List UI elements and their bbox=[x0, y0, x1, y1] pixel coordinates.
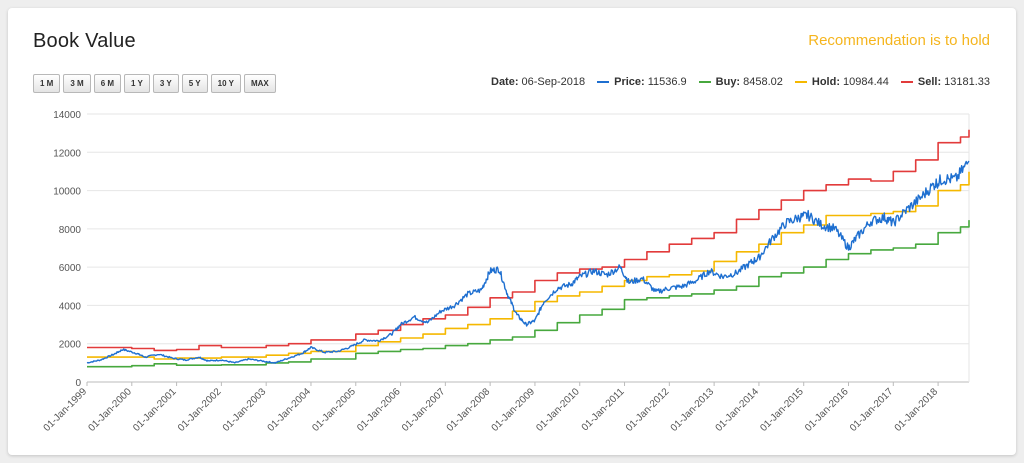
x-tick-label: 01-Jan-2018 bbox=[893, 386, 941, 434]
x-tick-label: 01-Jan-2005 bbox=[310, 386, 358, 434]
x-tick-label: 01-Jan-2008 bbox=[445, 386, 493, 434]
series-line-buy bbox=[87, 220, 970, 368]
x-tick-label: 01-Jan-2001 bbox=[131, 386, 179, 434]
legend-price-value: 11536.9 bbox=[647, 76, 687, 88]
legend-date: Date: 06-Sep-2018 bbox=[491, 76, 585, 88]
legend-item-sell[interactable]: Sell: 13181.33 bbox=[900, 76, 990, 88]
range-10y-button[interactable]: 10 Y bbox=[210, 74, 241, 93]
x-tick-label: 01-Jan-2016 bbox=[803, 386, 851, 434]
x-tick-label: 01-Jan-2007 bbox=[400, 386, 448, 434]
range-3y-button[interactable]: 3 Y bbox=[152, 74, 179, 93]
y-tick-label: 0 bbox=[75, 378, 81, 389]
range-max-button[interactable]: MAX bbox=[243, 74, 276, 93]
series-line-sell bbox=[87, 129, 970, 352]
y-tick-label: 2000 bbox=[59, 340, 82, 351]
x-tick-label: 01-Jan-2009 bbox=[490, 386, 538, 434]
legend-swatch-sell bbox=[900, 81, 913, 83]
range-3m-button[interactable]: 3 M bbox=[63, 74, 91, 93]
y-tick-label: 10000 bbox=[53, 187, 81, 198]
legend-swatch-buy bbox=[698, 81, 711, 83]
x-tick-label: 01-Jan-2011 bbox=[580, 386, 627, 433]
legend-sell-label: Sell: bbox=[917, 76, 942, 88]
legend-item-price[interactable]: Price: 11536.9 bbox=[597, 76, 687, 88]
x-tick-label: 01-Jan-2013 bbox=[669, 386, 717, 434]
legend-swatch-hold bbox=[794, 81, 807, 83]
range-1y-button[interactable]: 1 Y bbox=[124, 74, 150, 93]
line-chart[interactable]: 0 2000 4000 6000 8000 10000 12000 14000 01-Jan-1… bbox=[8, 8, 1016, 455]
x-tick-label: 01-Jan-2015 bbox=[758, 386, 806, 434]
legend-hold-label: Hold: bbox=[811, 76, 840, 88]
legend-price-label: Price: bbox=[614, 76, 645, 88]
page-title: Book Value bbox=[33, 30, 136, 52]
series-line-hold bbox=[87, 171, 970, 360]
legend-item-hold[interactable]: Hold: 10984.44 bbox=[794, 76, 889, 88]
y-tick-label: 14000 bbox=[53, 110, 81, 121]
legend-sell-value: 13181.33 bbox=[944, 76, 990, 88]
series-line-price bbox=[86, 160, 970, 364]
range-5y-button[interactable]: 5 Y bbox=[181, 74, 208, 93]
legend-buy-value: 8458.02 bbox=[743, 76, 783, 88]
y-tick-label: 4000 bbox=[59, 301, 82, 312]
legend-date-label: Date: bbox=[491, 76, 519, 88]
x-tick-label: 01-Jan-2002 bbox=[176, 386, 224, 434]
chart-card: Book Value Recommendation is to hold 1 M… bbox=[8, 8, 1016, 455]
y-tick-label: 6000 bbox=[59, 263, 82, 274]
y-tick-label: 12000 bbox=[53, 148, 81, 159]
x-tick-label: 01-Jan-2017 bbox=[848, 386, 896, 434]
recommendation-text: Recommendation is to hold bbox=[808, 32, 990, 49]
x-tick-label: 01-Jan-2003 bbox=[221, 386, 269, 434]
range-1m-button[interactable]: 1 M bbox=[33, 74, 61, 93]
x-tick-label: 01-Jan-2012 bbox=[624, 386, 672, 434]
legend-buy-label: Buy: bbox=[715, 76, 741, 88]
legend-swatch-price bbox=[597, 81, 610, 83]
chart-legend: Date: 06-Sep-2018 Price: 11536.9 Buy: 84… bbox=[479, 76, 990, 88]
range-6m-button[interactable]: 6 M bbox=[93, 74, 122, 93]
x-tick-label: 01-Jan-2004 bbox=[266, 386, 314, 434]
legend-date-value: 06-Sep-2018 bbox=[521, 76, 586, 88]
x-tick-label: 01-Jan-2014 bbox=[714, 386, 762, 434]
x-tick-label: 01-Jan-2006 bbox=[355, 386, 403, 434]
legend-item-buy[interactable]: Buy: 8458.02 bbox=[698, 76, 783, 88]
x-tick-label: 01-Jan-2010 bbox=[534, 386, 582, 434]
x-tick-label: 01-Jan-1999 bbox=[42, 386, 90, 434]
x-tick-label: 01-Jan-2000 bbox=[86, 386, 134, 434]
legend-hold-value: 10984.44 bbox=[842, 76, 889, 88]
range-selector: 1 M 3 M 6 M 1 Y 3 Y 5 Y 10 Y MAX bbox=[33, 74, 276, 93]
y-tick-label: 8000 bbox=[59, 225, 82, 236]
